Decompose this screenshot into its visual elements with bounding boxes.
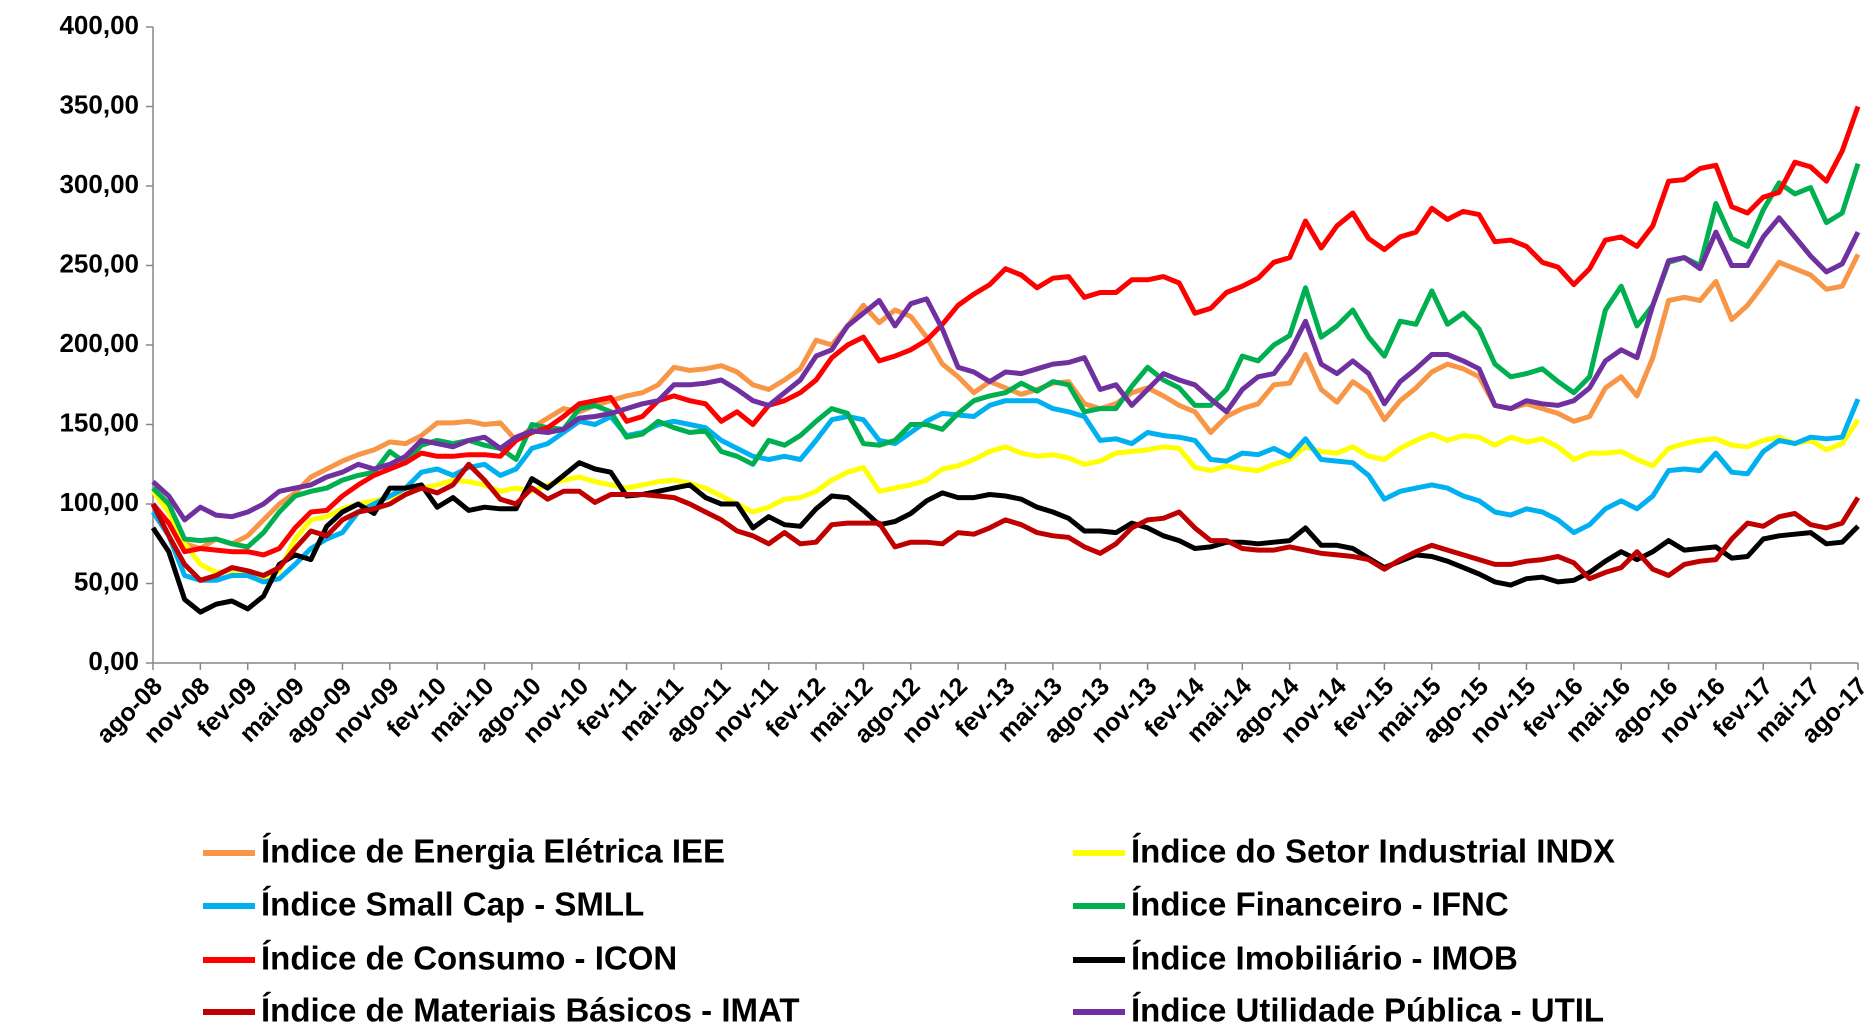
y-tick-label: 100,00 — [59, 487, 139, 517]
series-line — [151, 253, 1861, 551]
series-line — [151, 215, 1861, 523]
y-tick-label: 50,00 — [74, 566, 139, 596]
legend-label: Índice do Setor Industrial INDX — [1131, 833, 1615, 870]
series-line — [151, 418, 1861, 583]
y-tick-label: 300,00 — [59, 169, 139, 199]
y-tick-label: 400,00 — [59, 10, 139, 40]
legend-label: Índice de Consumo - ICON — [261, 940, 677, 977]
legend-label: Índice de Energia Elétrica IEE — [261, 833, 725, 870]
series-line — [150, 460, 1860, 615]
legend-label: Índice de Materiais Básicos - IMAT — [261, 992, 800, 1029]
series-line — [151, 105, 1861, 558]
legend-label: Índice Financeiro - IFNC — [1131, 886, 1509, 923]
series-line — [150, 461, 1861, 583]
legend-label: Índice Small Cap - SMLL — [261, 886, 644, 923]
y-tick-label: 150,00 — [59, 407, 139, 437]
legend-label: Índice Utilidade Pública - UTIL — [1131, 992, 1604, 1029]
y-tick-label: 0,00 — [88, 646, 139, 676]
y-tick-label: 250,00 — [59, 248, 139, 278]
series-line — [151, 162, 1861, 550]
y-tick-label: 200,00 — [59, 328, 139, 358]
legend-label: Índice Imobiliário - IMOB — [1131, 940, 1518, 977]
y-tick-label: 350,00 — [59, 89, 139, 119]
series-line — [150, 398, 1861, 585]
